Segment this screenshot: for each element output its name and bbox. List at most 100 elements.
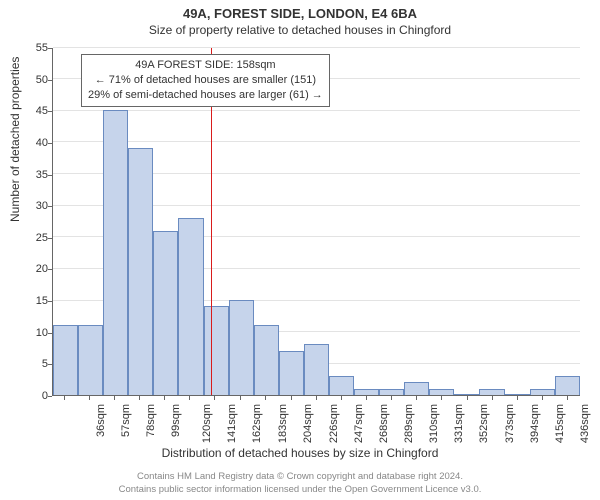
annotation-line-3: 29% of semi-detached houses are larger (… bbox=[88, 88, 323, 103]
xtick-mark bbox=[265, 396, 266, 400]
histogram-bar bbox=[454, 394, 479, 395]
ytick-label: 15 bbox=[8, 295, 48, 307]
histogram-bar bbox=[354, 389, 379, 395]
gridline bbox=[53, 110, 580, 111]
ytick-label: 50 bbox=[8, 74, 48, 86]
x-axis-label: Distribution of detached houses by size … bbox=[0, 446, 600, 460]
histogram-bar bbox=[429, 389, 454, 395]
xtick-mark bbox=[291, 396, 292, 400]
xtick-mark bbox=[391, 396, 392, 400]
histogram-bar bbox=[128, 148, 153, 395]
xtick-mark bbox=[341, 396, 342, 400]
xtick-mark bbox=[542, 396, 543, 400]
xtick-mark bbox=[189, 396, 190, 400]
chart-title: 49A, FOREST SIDE, LONDON, E4 6BA bbox=[0, 0, 600, 21]
xtick-label: 57sqm bbox=[120, 404, 132, 437]
xtick-mark bbox=[416, 396, 417, 400]
xtick-label: 331sqm bbox=[453, 404, 465, 443]
xtick-label: 436sqm bbox=[579, 404, 591, 443]
xtick-mark bbox=[114, 396, 115, 400]
ytick-label: 40 bbox=[8, 137, 48, 149]
ytick-label: 25 bbox=[8, 232, 48, 244]
xtick-mark bbox=[366, 396, 367, 400]
xtick-mark bbox=[441, 396, 442, 400]
histogram-chart: 49A, FOREST SIDE, LONDON, E4 6BA Size of… bbox=[0, 0, 600, 500]
footnote-line-1: Contains HM Land Registry data © Crown c… bbox=[0, 471, 600, 483]
ytick-label: 35 bbox=[8, 169, 48, 181]
histogram-bar bbox=[379, 389, 404, 395]
histogram-bar bbox=[304, 344, 329, 395]
ytick-mark bbox=[48, 111, 52, 112]
gridline bbox=[53, 141, 580, 142]
xtick-label: 141sqm bbox=[227, 404, 239, 443]
histogram-bar bbox=[479, 389, 504, 395]
ytick-mark bbox=[48, 48, 52, 49]
ytick-mark bbox=[48, 143, 52, 144]
xtick-label: 183sqm bbox=[277, 404, 289, 443]
xtick-label: 373sqm bbox=[504, 404, 516, 443]
ytick-mark bbox=[48, 269, 52, 270]
ytick-mark bbox=[48, 206, 52, 207]
xtick-label: 415sqm bbox=[554, 404, 566, 443]
ytick-label: 10 bbox=[8, 327, 48, 339]
ytick-label: 5 bbox=[8, 358, 48, 370]
xtick-mark bbox=[164, 396, 165, 400]
histogram-bar bbox=[78, 325, 103, 395]
ytick-label: 55 bbox=[8, 42, 48, 54]
xtick-label: 310sqm bbox=[428, 404, 440, 443]
xtick-mark bbox=[517, 396, 518, 400]
histogram-bar bbox=[153, 231, 178, 396]
xtick-label: 120sqm bbox=[201, 404, 213, 443]
histogram-bar bbox=[279, 351, 304, 395]
xtick-label: 162sqm bbox=[252, 404, 264, 443]
xtick-mark bbox=[567, 396, 568, 400]
xtick-mark bbox=[492, 396, 493, 400]
annotation-line-1: 49A FOREST SIDE: 158sqm bbox=[88, 58, 323, 73]
ytick-mark bbox=[48, 175, 52, 176]
histogram-bar bbox=[254, 325, 279, 395]
xtick-mark bbox=[467, 396, 468, 400]
xtick-label: 99sqm bbox=[170, 404, 182, 437]
ytick-mark bbox=[48, 396, 52, 397]
xtick-mark bbox=[240, 396, 241, 400]
xtick-mark bbox=[89, 396, 90, 400]
gridline bbox=[53, 47, 580, 48]
xtick-mark bbox=[214, 396, 215, 400]
xtick-label: 394sqm bbox=[529, 404, 541, 443]
xtick-label: 247sqm bbox=[353, 404, 365, 443]
plot-area: 49A FOREST SIDE: 158sqm← 71% of detached… bbox=[52, 48, 580, 396]
histogram-bar bbox=[204, 306, 229, 395]
histogram-bar bbox=[103, 110, 128, 395]
xtick-mark bbox=[64, 396, 65, 400]
annotation-line-2: ← 71% of detached houses are smaller (15… bbox=[88, 73, 323, 88]
xtick-label: 352sqm bbox=[479, 404, 491, 443]
histogram-bar bbox=[229, 300, 254, 395]
ytick-mark bbox=[48, 238, 52, 239]
footnote-line-2: Contains public sector information licen… bbox=[0, 484, 600, 496]
xtick-label: 78sqm bbox=[145, 404, 157, 437]
xtick-mark bbox=[139, 396, 140, 400]
ytick-mark bbox=[48, 333, 52, 334]
histogram-bar bbox=[530, 389, 555, 395]
ytick-mark bbox=[48, 301, 52, 302]
xtick-label: 204sqm bbox=[302, 404, 314, 443]
chart-subtitle: Size of property relative to detached ho… bbox=[0, 21, 600, 41]
ytick-mark bbox=[48, 80, 52, 81]
histogram-bar bbox=[53, 325, 78, 395]
ytick-mark bbox=[48, 364, 52, 365]
histogram-bar bbox=[404, 382, 429, 395]
histogram-bar bbox=[329, 376, 354, 395]
xtick-mark bbox=[316, 396, 317, 400]
histogram-bar bbox=[178, 218, 203, 395]
xtick-label: 289sqm bbox=[403, 404, 415, 443]
ytick-label: 20 bbox=[8, 263, 48, 275]
ytick-label: 0 bbox=[8, 390, 48, 402]
histogram-bar bbox=[555, 376, 580, 395]
xtick-label: 226sqm bbox=[328, 404, 340, 443]
annotation-box: 49A FOREST SIDE: 158sqm← 71% of detached… bbox=[81, 54, 330, 107]
xtick-label: 36sqm bbox=[95, 404, 107, 437]
histogram-bar bbox=[505, 394, 530, 395]
xtick-label: 268sqm bbox=[378, 404, 390, 443]
footnote: Contains HM Land Registry data © Crown c… bbox=[0, 471, 600, 496]
ytick-label: 30 bbox=[8, 200, 48, 212]
